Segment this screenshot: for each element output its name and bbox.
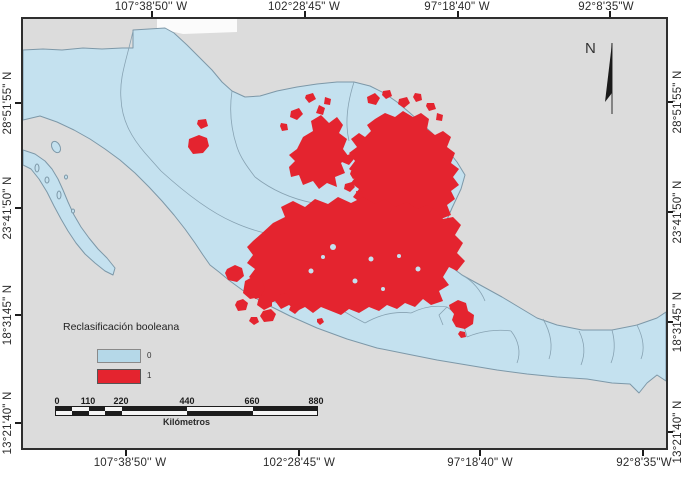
legend-label-0: 0	[147, 351, 152, 360]
north-arrow-icon	[605, 43, 613, 114]
right-axis-label-0: 28°51'55" N	[672, 70, 684, 134]
right-axis-label-2: 18°3145" N	[672, 291, 684, 353]
scalebar-number-0: 0	[54, 396, 60, 406]
right-tick-2	[667, 321, 673, 323]
right-tick-1	[667, 211, 673, 213]
map-frame	[21, 17, 668, 450]
bottom-tick-1	[298, 450, 300, 456]
bottom-tick-2	[479, 450, 481, 456]
left-tick-3	[15, 422, 21, 424]
legend-swatch-1	[97, 369, 141, 384]
scalebar-number-3: 440	[179, 396, 195, 406]
scale-bar: 0 110 220 440 660 880 Kilómetros	[54, 396, 323, 430]
scalebar-number-4: 660	[244, 396, 260, 406]
legend-title: Reclasificación booleana	[63, 321, 180, 333]
scalebar-segment	[187, 407, 253, 415]
left-tick-0	[15, 102, 21, 104]
right-tick-0	[667, 101, 673, 103]
bottom-axis-label-2: 97°18'40" W	[447, 457, 513, 469]
scalebar-segment	[88, 407, 105, 415]
scalebar-number-2: 220	[113, 396, 129, 406]
left-tick-1	[15, 207, 21, 209]
scalebar-segment	[56, 407, 72, 415]
legend-label-1: 1	[147, 371, 152, 380]
left-tick-2	[15, 314, 21, 316]
bottom-axis-label-0: 107°38'50'' W	[93, 457, 167, 469]
bottom-axis-label-1: 102°28'45" W	[262, 457, 336, 469]
left-axis-label-0: 28°51'55" N	[2, 71, 14, 135]
scalebar-segment	[121, 407, 187, 415]
bottom-axis-label-3: 92°8'35"W	[616, 457, 672, 469]
top-axis-label-1: 102°28'45" W	[267, 1, 341, 13]
bottom-tick-0	[125, 450, 127, 456]
top-tick-0	[151, 11, 153, 17]
legend-swatch-0	[97, 349, 141, 363]
left-axis-label-2: 18°3145" N	[2, 284, 14, 346]
top-tick-2	[457, 11, 459, 17]
us-white-patch	[157, 19, 237, 34]
top-axis-label-0: 107°38'50'' W	[114, 1, 188, 13]
scalebar-number-5: 880	[308, 396, 324, 406]
map-canvas	[23, 19, 666, 394]
left-axis-label-1: 23°41'50" N	[2, 176, 14, 240]
raster-holes	[308, 244, 421, 291]
scalebar-segment	[252, 407, 317, 415]
bottom-tick-3	[642, 450, 644, 456]
top-axis-label-3: 92°8'35"W	[578, 1, 634, 13]
left-axis-label-3: 13°21'40" N	[2, 391, 14, 455]
north-label: N	[585, 40, 596, 57]
islands	[34, 140, 75, 214]
top-tick-3	[609, 11, 611, 17]
scalebar-unit-label: Kilómetros	[162, 417, 210, 427]
top-axis-label-2: 97°18'40" W	[424, 1, 490, 13]
right-axis-label-3: 13°21'40" N	[672, 400, 684, 464]
scalebar-segment	[104, 407, 122, 415]
scalebar-number-1: 110	[80, 396, 96, 406]
raster-red-layer	[188, 90, 474, 338]
right-axis-label-1: 23°41'50" N	[672, 180, 684, 244]
top-tick-1	[304, 11, 306, 17]
right-tick-3	[667, 431, 673, 433]
scalebar-bar	[55, 406, 318, 416]
scalebar-segment	[71, 407, 89, 415]
